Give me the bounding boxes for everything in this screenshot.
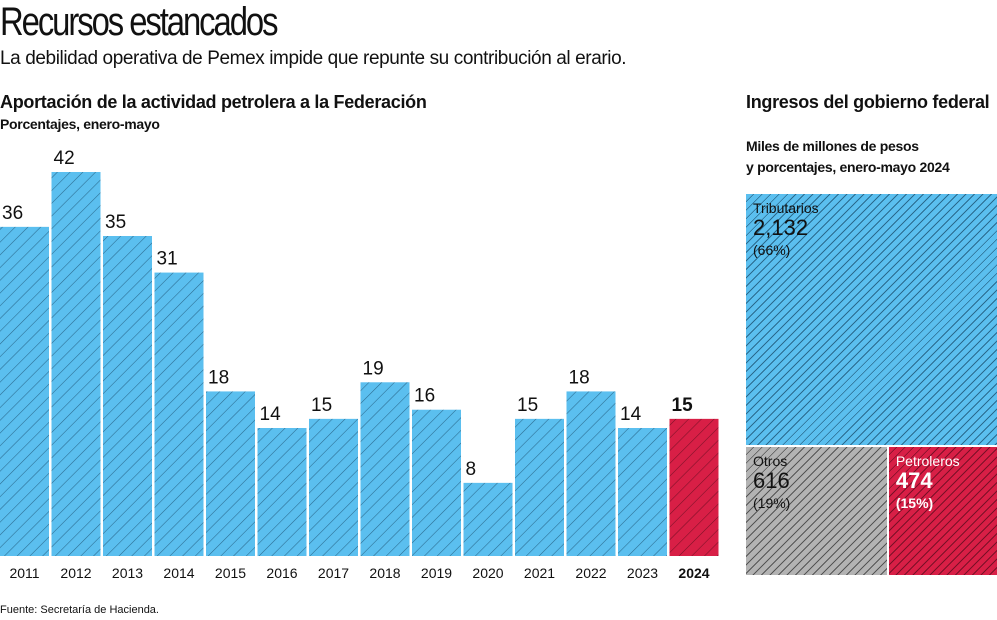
x-tick-2022: 2022 bbox=[575, 565, 606, 581]
data-label-2014: 31 bbox=[157, 249, 178, 270]
source-note: Fuente: Secretaría de Hacienda. bbox=[0, 604, 159, 616]
x-tick-2017: 2017 bbox=[318, 565, 349, 581]
treemap-value: 474 bbox=[895, 468, 933, 494]
data-label-2022: 18 bbox=[569, 367, 590, 388]
data-label-2016: 14 bbox=[260, 404, 282, 425]
treemap-percent: (19%) bbox=[753, 495, 791, 512]
bar-2016 bbox=[257, 428, 307, 556]
data-label-2012: 42 bbox=[54, 148, 75, 169]
data-label-2019: 16 bbox=[414, 386, 435, 407]
x-tick-2023: 2023 bbox=[627, 565, 658, 581]
bar-2024 bbox=[669, 418, 719, 556]
treemap-label: Tributarios bbox=[753, 200, 819, 216]
bar-2019 bbox=[412, 409, 461, 556]
bar-2015 bbox=[206, 391, 255, 556]
treemap-label: Otros bbox=[753, 453, 788, 470]
bar-2018 bbox=[360, 382, 410, 556]
x-tick-2020: 2020 bbox=[472, 565, 503, 581]
page-title: Recursos estancados bbox=[0, 0, 279, 44]
bar-2017 bbox=[309, 418, 358, 556]
data-label-2018: 19 bbox=[363, 358, 384, 379]
treemap-percent: (66%) bbox=[753, 242, 791, 258]
treemap-cell-petroleros: Petroleros 474 (15%) bbox=[888, 447, 997, 575]
data-label-2013: 35 bbox=[105, 212, 126, 233]
x-tick-2024: 2024 bbox=[678, 565, 709, 581]
data-label-2015: 18 bbox=[208, 367, 229, 388]
x-tick-2014: 2014 bbox=[163, 565, 194, 581]
x-tick-2013: 2013 bbox=[112, 565, 143, 581]
bar-2013 bbox=[103, 236, 152, 556]
x-tick-2021: 2021 bbox=[524, 565, 555, 581]
treemap-label: Petroleros bbox=[895, 453, 960, 470]
bar-2023 bbox=[618, 428, 667, 556]
bar-2011 bbox=[0, 226, 49, 556]
treemap-cell-tributarios: Tributarios 2,132 (66%) bbox=[746, 194, 997, 446]
bar-chart-title: Aportación de la actividad petrolera a l… bbox=[0, 92, 427, 112]
x-tick-2018: 2018 bbox=[369, 565, 400, 581]
bar-2020 bbox=[463, 482, 513, 556]
treemap-value: 616 bbox=[753, 468, 790, 494]
treemap-cell-otros: Otros 616 (19%) bbox=[746, 447, 887, 575]
data-label-2020: 8 bbox=[466, 459, 477, 480]
data-label-2024: 15 bbox=[672, 395, 694, 416]
data-label-2017: 15 bbox=[311, 395, 332, 416]
x-tick-2012: 2012 bbox=[60, 565, 91, 581]
bar-2021 bbox=[515, 418, 564, 556]
treemap-percent: (15%) bbox=[895, 495, 934, 512]
bar-2012 bbox=[51, 172, 101, 556]
data-label-2021: 15 bbox=[517, 395, 538, 416]
bar-chart-subtitle: Porcentajes, enero-mayo bbox=[0, 116, 160, 132]
x-tick-2016: 2016 bbox=[266, 565, 297, 581]
treemap-subtitle: Miles de millones de pesos y porcentajes… bbox=[746, 136, 996, 178]
x-tick-2019: 2019 bbox=[421, 565, 452, 581]
x-tick-2011: 2011 bbox=[9, 565, 39, 581]
x-tick-2015: 2015 bbox=[215, 565, 246, 581]
treemap-title: Ingresos del gobierno federal bbox=[746, 92, 990, 112]
treemap-value: 2,132 bbox=[753, 215, 809, 240]
bar-2022 bbox=[566, 391, 616, 556]
page-subtitle: La debilidad operativa de Pemex impide q… bbox=[0, 48, 627, 69]
treemap-subtitle-line: y porcentajes, enero-mayo 2024 bbox=[746, 159, 950, 175]
bar-2014 bbox=[154, 272, 204, 556]
data-label-2023: 14 bbox=[620, 404, 642, 425]
treemap-subtitle-line: Miles de millones de pesos bbox=[746, 138, 919, 154]
data-label-2011: 36 bbox=[2, 203, 23, 224]
